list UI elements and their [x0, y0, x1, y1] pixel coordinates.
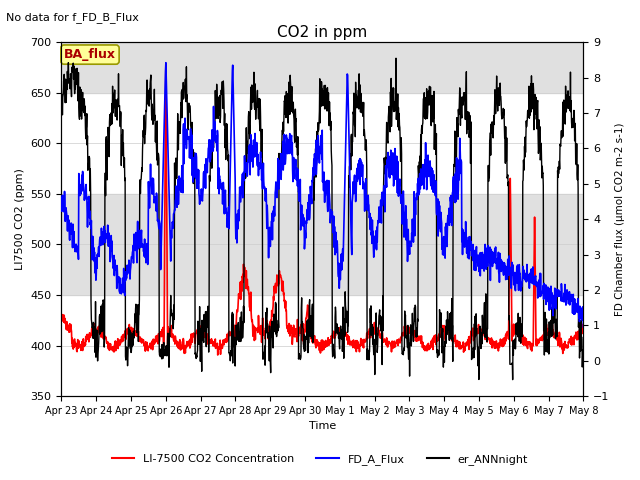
- Title: CO2 in ppm: CO2 in ppm: [277, 24, 367, 39]
- Y-axis label: FD Chamber flux (μmol CO2 m-2 s-1): FD Chamber flux (μmol CO2 m-2 s-1): [615, 122, 625, 316]
- X-axis label: Time: Time: [308, 421, 336, 432]
- Legend: LI-7500 CO2 Concentration, FD_A_Flux, er_ANNnight: LI-7500 CO2 Concentration, FD_A_Flux, er…: [108, 450, 532, 469]
- Y-axis label: LI7500 CO2 (ppm): LI7500 CO2 (ppm): [15, 168, 25, 270]
- Text: No data for f_FD_B_Flux: No data for f_FD_B_Flux: [6, 12, 140, 23]
- Bar: [61, 42, 583, 93]
- Text: BA_flux: BA_flux: [64, 48, 116, 61]
- Bar: [61, 194, 583, 295]
